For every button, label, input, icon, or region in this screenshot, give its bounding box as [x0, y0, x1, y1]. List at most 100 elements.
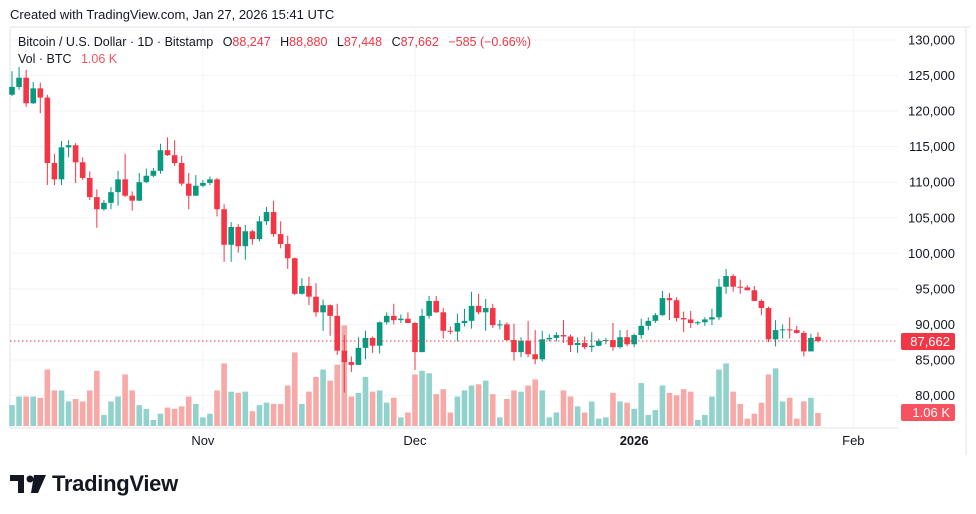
volume-bar	[263, 402, 270, 426]
price-axis[interactable]: 130,000 125,000 120,000 115,000 110,000 105,0…	[908, 33, 955, 404]
candle-body	[263, 212, 270, 222]
candle	[412, 322, 418, 370]
tradingview-logo[interactable]: TradingView	[10, 471, 178, 497]
volume-bar	[793, 418, 800, 426]
candle-body	[793, 330, 800, 333]
candle	[313, 283, 319, 317]
candle-body	[390, 315, 397, 321]
candle-body	[228, 226, 234, 245]
candle-body	[108, 192, 114, 203]
candle	[383, 312, 390, 325]
candle	[638, 318, 645, 339]
candle-body	[207, 179, 213, 183]
volume-bar	[79, 401, 86, 426]
volume-bar	[758, 402, 765, 426]
candle-body	[37, 88, 44, 98]
candle	[334, 303, 341, 355]
candle-body	[716, 286, 722, 318]
candle	[207, 176, 213, 186]
candle	[539, 330, 546, 362]
price-tick-label: 130,000	[908, 33, 955, 48]
candle	[405, 312, 411, 323]
candle-body	[72, 145, 79, 163]
candle-body	[815, 336, 821, 342]
candle	[320, 299, 326, 331]
candle-body	[157, 150, 164, 171]
candle	[482, 298, 489, 331]
candle	[553, 332, 560, 342]
candle	[256, 216, 263, 242]
volume-bar	[412, 374, 418, 426]
volume-bar	[65, 401, 72, 426]
price-tick-label: 110,000	[909, 175, 955, 190]
volume-bar	[786, 397, 793, 426]
open-label: O	[222, 35, 233, 49]
candle-body	[270, 212, 277, 235]
open-value: 88,247	[232, 35, 271, 49]
price-tick-label: 120,000	[908, 104, 955, 119]
candle	[94, 189, 100, 228]
candle	[440, 308, 447, 339]
volume-bar	[171, 408, 178, 426]
volume-bar	[588, 401, 595, 426]
price-tick-label: 95,000	[915, 281, 955, 296]
candle-body	[341, 350, 348, 363]
candle	[475, 293, 482, 315]
volume-bar	[108, 401, 114, 426]
volume-bar	[150, 419, 157, 426]
candle	[694, 320, 701, 326]
candle-body	[94, 197, 100, 210]
candle-body	[744, 287, 751, 291]
volume-bar	[638, 383, 645, 426]
candle-body	[588, 345, 595, 348]
volume-bar	[631, 408, 637, 426]
last-volume-text: 1.06 K	[912, 405, 950, 420]
candle	[518, 337, 524, 358]
candle	[808, 333, 814, 352]
candle	[433, 295, 439, 314]
candle-body	[659, 298, 666, 316]
candle-body	[687, 319, 694, 323]
volume-bar	[228, 391, 234, 426]
candle	[157, 143, 164, 174]
volume-bar	[164, 407, 171, 426]
candle	[624, 330, 630, 347]
candle-body	[200, 182, 206, 186]
candle	[687, 310, 694, 328]
candle	[730, 273, 736, 292]
candle	[673, 297, 680, 322]
candle-body	[348, 362, 355, 365]
volume-bar	[270, 403, 277, 426]
candle-body	[44, 97, 51, 164]
candle-body	[369, 337, 376, 346]
candle	[242, 224, 249, 260]
volume-bar	[680, 389, 687, 426]
candle-body	[193, 185, 199, 196]
time-axis[interactable]: Nov Dec 2026 Feb	[191, 433, 864, 448]
candle-body	[709, 317, 715, 320]
candle	[454, 313, 461, 342]
last-price-text: 87,662	[910, 334, 950, 349]
price-tick-label: 90,000	[915, 317, 955, 332]
candle-body	[65, 145, 72, 148]
candle-body	[702, 319, 708, 323]
candle	[801, 330, 807, 357]
volume-bar	[772, 368, 779, 426]
volume-bar	[433, 394, 439, 426]
candle	[292, 257, 298, 296]
price-tick-label: 115,000	[909, 139, 955, 154]
candle	[489, 303, 496, 328]
candle	[221, 204, 227, 262]
candle-body	[185, 183, 192, 196]
volume-bar	[362, 376, 369, 426]
candles	[9, 67, 821, 393]
volume-bar	[518, 391, 524, 426]
close-value: 87,662	[400, 35, 439, 49]
volume-bar	[652, 410, 659, 426]
candle-body	[23, 77, 29, 104]
volume-bar	[214, 390, 220, 426]
volume-bar	[440, 389, 447, 426]
candle-body	[765, 308, 772, 340]
volume-bar	[673, 395, 680, 426]
